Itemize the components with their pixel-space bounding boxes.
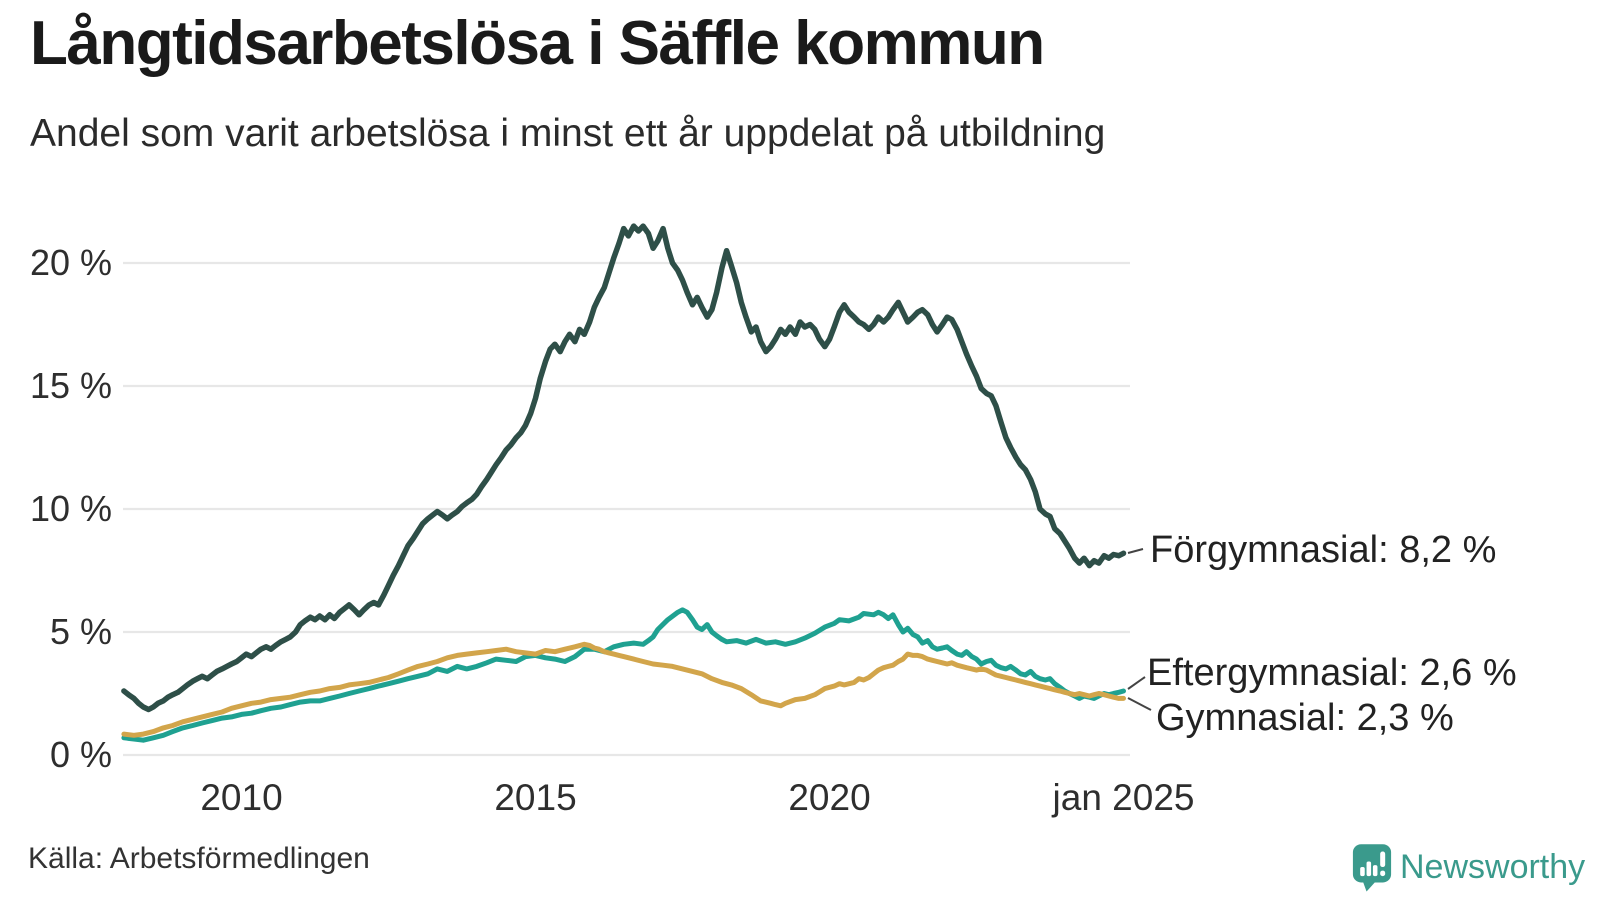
y-axis-tick-label: 0 % <box>49 734 112 775</box>
series-line-förgymnasial <box>121 223 1127 713</box>
series-line-gymnasial <box>121 641 1126 738</box>
x-axis-tick-label: jan 2025 <box>1052 777 1195 818</box>
series-line-eftergymnasial <box>121 607 1126 743</box>
chart-subtitle: Andel som varit arbetslösa i minst ett å… <box>30 112 1106 155</box>
y-axis-tick-label: 20 % <box>29 242 112 283</box>
x-axis-tick-label: 2010 <box>200 777 283 818</box>
label-connector <box>1127 676 1146 690</box>
label-connector <box>1127 697 1152 711</box>
source-note: Källa: Arbetsförmedlingen <box>28 842 370 875</box>
page-title: Långtidsarbetslösa i Säffle kommun <box>30 9 1045 78</box>
newsworthy-icon <box>1352 844 1392 892</box>
x-axis-tick-label: 2015 <box>494 777 577 818</box>
series-end-label-eftergymnasial: Eftergymnasial: 2,6 % <box>1147 652 1517 694</box>
y-axis-tick-label: 5 % <box>49 611 112 652</box>
label-connector <box>1127 548 1144 554</box>
newsworthy-logo[interactable]: Newsworthy <box>1352 842 1585 892</box>
newsworthy-wordmark: Newsworthy <box>1400 847 1586 886</box>
y-axis-tick-label: 15 % <box>29 365 112 406</box>
series-end-label-gymnasial: Gymnasial: 2,3 % <box>1156 697 1454 739</box>
x-axis-tick-label: 2020 <box>788 777 871 818</box>
y-axis-tick-label: 10 % <box>29 488 112 529</box>
series-end-label-förgymnasial: Förgymnasial: 8,2 % <box>1150 529 1497 571</box>
